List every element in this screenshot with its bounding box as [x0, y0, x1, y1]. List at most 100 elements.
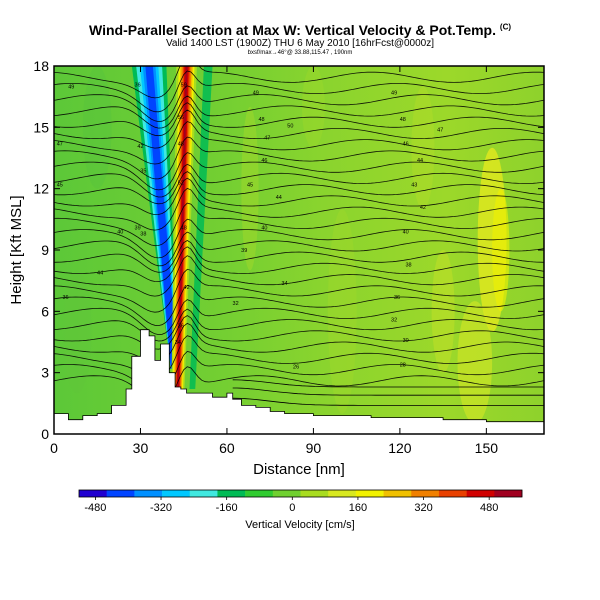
contour-label: 56	[178, 115, 184, 121]
velocity-patch	[241, 106, 259, 271]
plot-area	[54, 66, 544, 434]
x-tick-label: 90	[306, 440, 322, 456]
contour-label: 48	[181, 226, 187, 232]
contour-label: 44	[417, 158, 423, 164]
colorbar-swatch	[438, 490, 467, 497]
y-tick-label: 12	[33, 181, 49, 197]
contour-label: 46	[261, 158, 267, 164]
contour-label: 38	[140, 232, 146, 238]
contour-label: 39	[135, 226, 141, 232]
theta-contour-line	[54, 66, 544, 99]
contour-label: 28	[400, 363, 406, 369]
velocity-patch	[301, 66, 325, 148]
velocity-patch	[82, 66, 112, 189]
contour-label: 52	[178, 181, 184, 187]
contour-label: 49	[68, 84, 74, 90]
colorbar-swatch	[411, 490, 440, 497]
contour-label: 50	[287, 123, 293, 129]
theta-contour-line	[54, 121, 544, 165]
theta-contour-line	[54, 95, 544, 129]
theta-contour-line	[54, 109, 544, 149]
contour-label: 48	[178, 142, 184, 148]
colorbar-swatch	[272, 490, 301, 497]
colorbar-swatch	[300, 490, 329, 497]
contour-label: 36	[394, 295, 400, 301]
contour-label: 59	[181, 82, 187, 88]
colorbar-tick-label: 320	[414, 502, 432, 514]
theta-contour-line	[54, 85, 544, 123]
contour-label: 42	[137, 144, 143, 150]
y-axis-label: Height [Kft MSL]	[8, 195, 25, 304]
y-tick-label: 9	[41, 242, 49, 258]
colorbar-swatch	[355, 490, 384, 497]
contour-label: 45	[57, 183, 63, 189]
contour-label: 43	[411, 183, 417, 189]
colorbar-label: Vertical Velocity [cm/s]	[245, 519, 354, 531]
theta-contour-line	[54, 240, 544, 273]
colorbar-swatch	[466, 490, 495, 497]
colorbar-frame	[78, 489, 523, 498]
contour-label: 40	[261, 226, 267, 232]
contour-label: 42	[184, 285, 190, 291]
contour-labels: 49 47 45 44 36 36 42 35 39 40 38 59 56 48 52 48 42 36 34 49…	[57, 82, 444, 370]
x-tick-label: 150	[475, 440, 499, 456]
colorbar-swatch	[79, 490, 107, 497]
velocity-patch	[431, 250, 455, 373]
terrain-profile	[54, 329, 544, 434]
contour-label: 34	[175, 340, 181, 346]
chart-location-line: bxsf/max→46°@ 33.88,115.47 , 190nm	[247, 50, 353, 56]
theta-contours	[54, 66, 544, 406]
theta-contour-line	[54, 152, 544, 191]
contour-label: 39	[241, 248, 247, 254]
x-tick-label: 60	[219, 440, 235, 456]
contour-label: 42	[420, 205, 426, 211]
theta-contour-line	[54, 70, 544, 113]
y-tick-label: 15	[33, 119, 49, 135]
colorbar-swatch	[217, 490, 246, 497]
contour-label: 48	[258, 117, 264, 123]
theta-contour-line	[54, 322, 544, 363]
contour-label: 36	[135, 82, 141, 88]
colorbar-swatch	[134, 490, 163, 497]
colorbar-tick-label: 0	[289, 502, 295, 514]
theta-contour-line	[54, 102, 544, 137]
theta-contour-line	[54, 136, 544, 180]
contour-label: 49	[253, 91, 259, 97]
contour-label: 35	[140, 168, 146, 174]
theta-contour-line	[54, 299, 544, 336]
contour-label: 49	[391, 91, 397, 97]
contour-label: 40	[117, 230, 123, 236]
chart-subtitle: Valid 1400 LST (1900Z) THU 6 May 2010 [1…	[165, 38, 435, 49]
contour-label: 32	[233, 301, 239, 307]
contour-label: 36	[62, 295, 68, 301]
colorbar-tick-label: -320	[150, 502, 172, 514]
x-tick-label: 0	[50, 440, 58, 456]
theta-contour-line	[54, 202, 544, 247]
colorbar-swatch	[189, 490, 218, 497]
terrain	[54, 329, 544, 434]
updraft-band	[177, 66, 188, 390]
downdraft-band	[145, 66, 178, 369]
contour-label: 47	[437, 127, 443, 133]
colorbar-swatch	[106, 490, 135, 497]
theta-contour-line	[54, 268, 544, 313]
theta-contour-line	[54, 177, 544, 216]
contour-label: 44	[276, 195, 282, 201]
updraft-margin	[189, 66, 213, 390]
contour-label: 38	[405, 262, 411, 268]
contour-label: 34	[282, 281, 288, 287]
colorbar-swatch	[494, 490, 523, 497]
contour-label: 32	[391, 318, 397, 324]
chart-title-text: Wind-Parallel Section at Max W: Vertical…	[88, 22, 497, 38]
theta-contour-line	[54, 218, 544, 259]
contour-label: 46	[403, 142, 409, 148]
copyright-mark: (C)	[499, 22, 512, 32]
colorbar-tick-label: 160	[349, 502, 367, 514]
theta-contour-line	[54, 171, 544, 205]
velocity-patch	[62, 270, 92, 394]
y-tick-label: 3	[41, 365, 49, 381]
theta-contour-line	[54, 231, 544, 267]
theta-contour-line	[54, 315, 544, 350]
